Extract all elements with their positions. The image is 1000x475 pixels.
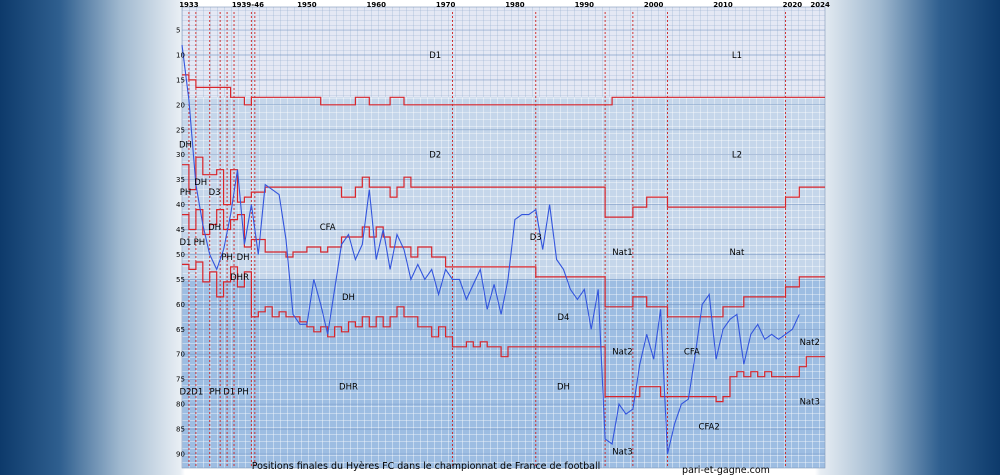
division-label: Nat2	[800, 338, 820, 348]
x-tick-label: 1933	[179, 1, 199, 9]
x-tick-label: 1970	[436, 1, 456, 9]
division-label: PH	[180, 188, 192, 198]
division-label: DH	[179, 141, 192, 151]
band-top-grid	[182, 7, 825, 98]
y-tick-label: 75	[176, 376, 185, 384]
division-label: Nat	[729, 248, 745, 258]
division-label: Nat3	[800, 398, 820, 408]
x-tick-label: 2020	[783, 1, 803, 9]
x-tick-label: 1990	[575, 1, 595, 9]
division-boundary	[182, 156, 825, 218]
y-axis-ticks: 5 10 15 20 25 30 35 40 45 50 55 60 65 70 75 80 85 90	[176, 27, 185, 459]
y-tick-label: 35	[176, 176, 185, 184]
division-label: PH	[221, 253, 233, 263]
division-label: PH	[210, 388, 222, 398]
division-label: DH	[557, 383, 570, 393]
y-tick-label: 65	[176, 326, 185, 334]
gridlines	[182, 29, 825, 455]
plot-background	[181, 6, 826, 469]
division-label: DH	[237, 253, 250, 263]
division-label: D1	[223, 388, 235, 398]
chart-source: pari-et-gagne.com	[682, 465, 770, 475]
division-label: D1	[191, 388, 203, 398]
division-label: Nat3	[612, 448, 632, 458]
y-tick-label: 55	[176, 276, 185, 284]
position-line	[181, 44, 800, 455]
x-tick-label: 1960	[366, 1, 386, 9]
x-tick-label: 2010	[713, 1, 733, 9]
division-boundary	[182, 261, 825, 403]
division-label: DHR	[230, 273, 249, 283]
division-label: D4	[558, 313, 570, 323]
y-tick-label: 80	[176, 401, 185, 409]
y-tick-label: 45	[176, 226, 185, 234]
division-label: DH	[208, 223, 221, 233]
y-tick-label: 15	[176, 76, 185, 84]
division-label: PH	[237, 388, 249, 398]
division-label: CFA	[684, 348, 700, 358]
division-label: D1	[179, 238, 191, 248]
division-boundary	[182, 74, 825, 106]
division-label: CFA2	[699, 423, 720, 433]
division-label: L2	[732, 151, 742, 161]
division-label: CFA	[320, 223, 336, 233]
band-middle-grid	[182, 97, 825, 280]
y-tick-label: 25	[176, 126, 185, 134]
x-tick-label: 1939-46	[232, 1, 264, 9]
y-tick-label: 90	[176, 451, 185, 459]
division-label: DH	[194, 178, 207, 188]
division-label: DH	[342, 293, 355, 303]
plot-frame	[181, 6, 826, 469]
y-tick-label: 85	[176, 426, 185, 434]
x-tick-label: 1980	[505, 1, 525, 9]
y-tick-label: 10	[176, 51, 185, 59]
division-label: L1	[732, 51, 742, 61]
y-tick-label: 5	[176, 27, 180, 35]
y-tick-label: 30	[176, 151, 185, 159]
division-label: Nat1	[612, 248, 632, 258]
y-tick-label: 40	[176, 201, 185, 209]
division-label: D3	[209, 188, 221, 198]
x-tick-label: 2024	[810, 1, 830, 9]
chart-title: Positions finales du Hyères FC dans le c…	[252, 461, 601, 472]
band-bottom-grid	[182, 279, 825, 468]
division-boundaries	[182, 74, 825, 403]
division-label: D2	[429, 151, 441, 161]
position-series	[181, 44, 800, 455]
y-tick-label: 50	[176, 251, 185, 259]
division-label: DHR	[339, 383, 358, 393]
x-axis-year-ticks: 1933 1939-46 1950 1960 1970 1980 1990 2000 2010 2…	[179, 1, 830, 9]
division-label: D3	[530, 233, 542, 243]
y-tick-label: 20	[176, 101, 185, 109]
division-boundary	[182, 209, 825, 318]
x-tick-label: 1950	[297, 1, 317, 9]
x-tick-label: 2000	[644, 1, 664, 9]
division-label: D2	[179, 388, 191, 398]
y-tick-label: 70	[176, 351, 185, 359]
division-label: PH	[194, 238, 206, 248]
y-tick-label: 60	[176, 301, 185, 309]
division-label: D1	[429, 51, 441, 61]
division-label: Nat2	[612, 348, 632, 358]
